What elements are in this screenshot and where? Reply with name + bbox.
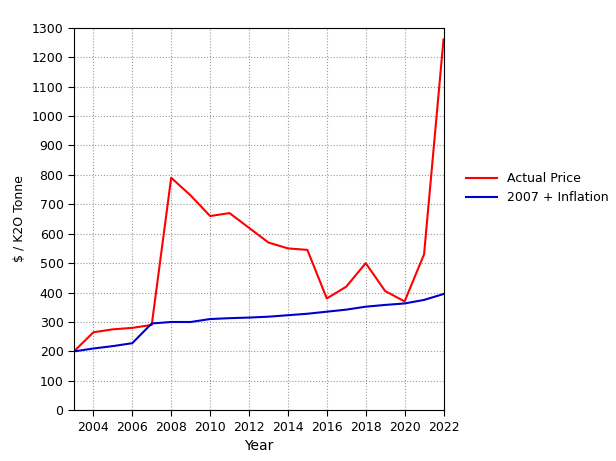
2007 + Inflation [187, 319, 194, 325]
Actual Price [381, 288, 389, 294]
2007 + Inflation [420, 297, 428, 303]
2007 + Inflation [362, 304, 370, 309]
Actual Price [420, 252, 428, 257]
2007 + Inflation [381, 302, 389, 307]
2007 + Inflation [342, 307, 350, 313]
Y-axis label: $ / K2O Tonne: $ / K2O Tonne [13, 176, 26, 262]
Line: 2007 + Inflation: 2007 + Inflation [74, 294, 444, 351]
Actual Price [206, 213, 214, 219]
2007 + Inflation [109, 343, 116, 349]
2007 + Inflation [70, 349, 78, 354]
2007 + Inflation [226, 315, 233, 321]
Actual Price [245, 225, 253, 230]
2007 + Inflation [401, 301, 408, 306]
Actual Price [187, 193, 194, 198]
Legend: Actual Price, 2007 + Inflation: Actual Price, 2007 + Inflation [461, 167, 614, 209]
Actual Price [129, 325, 136, 331]
Actual Price [440, 37, 447, 42]
X-axis label: Year: Year [244, 439, 274, 453]
Actual Price [284, 246, 291, 251]
Actual Price [323, 296, 331, 301]
Actual Price [148, 322, 155, 328]
Line: Actual Price: Actual Price [74, 40, 444, 351]
Actual Price [362, 260, 370, 266]
2007 + Inflation [304, 311, 311, 317]
Actual Price [401, 299, 408, 304]
Actual Price [109, 326, 116, 332]
Actual Price [265, 240, 272, 245]
2007 + Inflation [168, 319, 175, 325]
Actual Price [226, 210, 233, 216]
2007 + Inflation [323, 309, 331, 314]
2007 + Inflation [90, 346, 97, 351]
2007 + Inflation [245, 315, 253, 320]
2007 + Inflation [206, 316, 214, 322]
2007 + Inflation [265, 314, 272, 319]
2007 + Inflation [129, 340, 136, 346]
Actual Price [342, 284, 350, 290]
Actual Price [70, 349, 78, 354]
Actual Price [90, 330, 97, 335]
2007 + Inflation [440, 291, 447, 297]
2007 + Inflation [284, 313, 291, 318]
Actual Price [304, 247, 311, 253]
Actual Price [168, 175, 175, 181]
2007 + Inflation [148, 321, 155, 326]
